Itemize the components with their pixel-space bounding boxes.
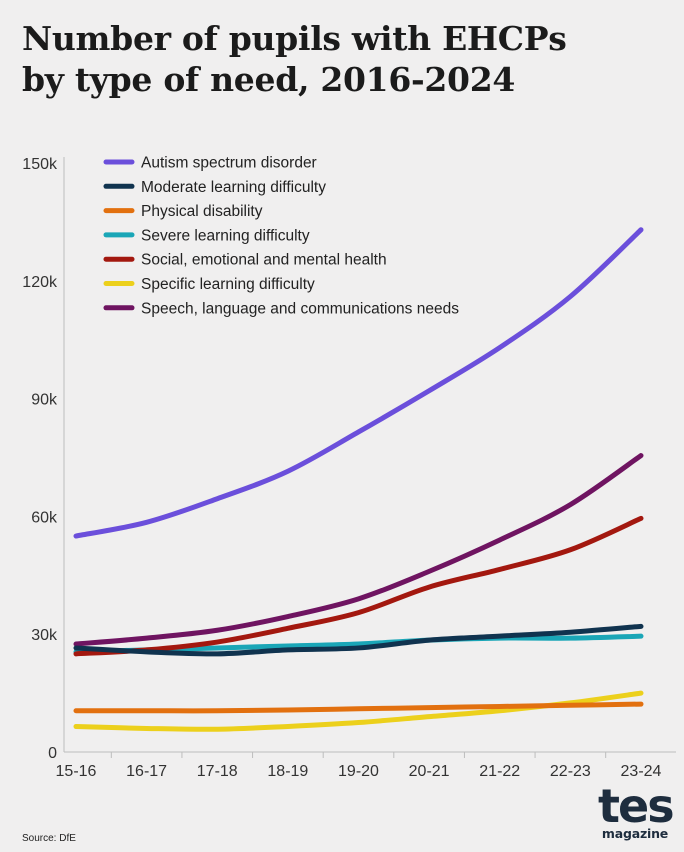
series-line-speech-language-and-communications-needs: [73, 453, 644, 647]
chart-legend: Autism spectrum disorder Moderate learnin…: [103, 155, 459, 317]
series-line-moderate-learning-difficulty: [73, 623, 644, 657]
chart-title-line-2: by type of need, 2016-2024: [22, 60, 516, 99]
y-tick-label: 150k: [22, 156, 58, 173]
legend-label-specific-learning-difficulty: Specific learning difficulty: [141, 276, 315, 293]
series-line-autism-spectrum-disorder: [73, 227, 644, 539]
legend-label-physical-disability: Physical disability: [141, 203, 263, 220]
y-tick-label: 0: [48, 745, 57, 762]
legend-label-moderate-learning-difficulty: Moderate learning difficulty: [141, 179, 326, 196]
y-tick-label: 30k: [31, 627, 58, 644]
x-tick-label: 23-24: [621, 763, 662, 780]
x-tick-label: 22-23: [550, 763, 591, 780]
x-tick-label: 18-19: [267, 763, 308, 780]
legend-label-speech-language-and-communications-needs: Speech, language and communications need…: [141, 300, 459, 317]
legend-label-social-emotional-and-mental-health: Social, emotional and mental health: [141, 252, 387, 269]
x-tick-label: 19-20: [338, 763, 379, 780]
y-tick-label: 60k: [31, 509, 58, 526]
chart-title-line-1: Number of pupils with EHCPs: [22, 19, 567, 58]
series-lines: [73, 227, 644, 732]
series-line-physical-disability: [73, 701, 644, 714]
chart-title: Number of pupils with EHCPs by type of n…: [22, 18, 567, 100]
legend-label-autism-spectrum-disorder: Autism spectrum disorder: [141, 155, 317, 172]
legend-label-severe-learning-difficulty: Severe learning difficulty: [141, 227, 310, 244]
series-line-social-emotional-and-mental-health: [73, 515, 644, 657]
y-tick-label: 120k: [22, 274, 58, 291]
chart-axes: [63, 157, 676, 753]
tes-magazine-logo: tes magazine: [598, 779, 675, 841]
x-tick-label: 16-17: [126, 763, 167, 780]
axis-ticks: 0 30k 60k 90k 120k 150k 15-16 16-17 17-18 18-19 19…: [22, 156, 661, 780]
source-note: Source: DfE: [22, 833, 76, 844]
y-tick-label: 90k: [31, 392, 58, 409]
x-tick-label: 20-21: [409, 763, 450, 780]
x-tick-label: 21-22: [479, 763, 520, 780]
logo-subtitle: magazine: [601, 826, 669, 841]
x-tick-label: 17-18: [197, 763, 238, 780]
x-tick-label: 15-16: [56, 763, 97, 780]
logo-wordmark: tes: [598, 779, 675, 833]
